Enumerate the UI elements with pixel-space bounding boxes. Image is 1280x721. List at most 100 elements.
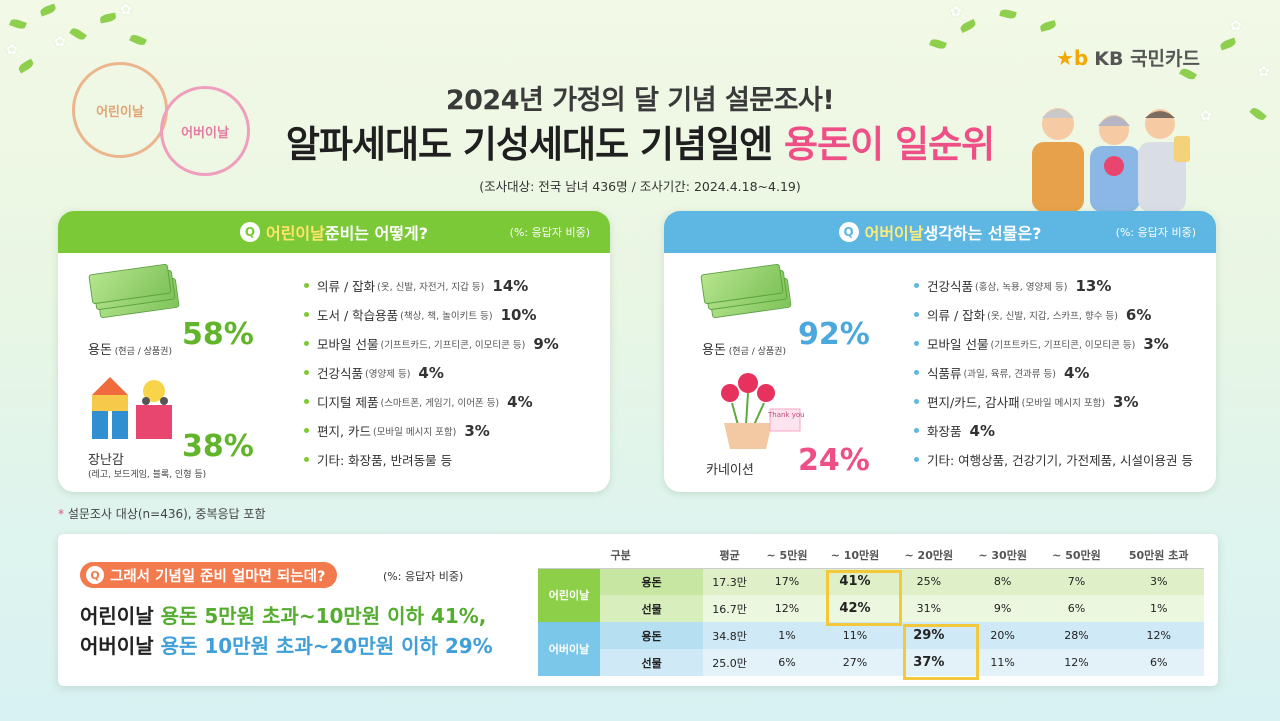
group-label-children: 어린이날 [538, 568, 600, 622]
money-stack-icon [700, 263, 794, 319]
item-label: 건강식품 [317, 366, 364, 381]
item-pct: 4% [418, 363, 444, 382]
children-toy-pct: 38% [182, 429, 254, 464]
budget-table: 구분 평균 ~ 5만원 ~ 10만원 ~ 20만원 ~ 30만원 ~ 50만원 … [538, 542, 1204, 676]
survey-subtitle: (조사대상: 전국 남녀 436명 / 조사기간: 2024.4.18~4.19… [479, 179, 801, 194]
children-toy-label: 장난감 [88, 453, 124, 468]
table-cell-highlight: 42% [818, 595, 892, 622]
item-pct: 4% [507, 392, 533, 411]
table-cell: 12% [1039, 649, 1114, 676]
item-label: 도서 / 학습용품 [317, 308, 399, 323]
children-question-rest: 준비는 어떻게? [324, 224, 429, 243]
children-day-panel: Q 어린이날 준비는 어떻게? (%: 응답자 비중) 용돈 (현금 / 상품권… [58, 211, 610, 492]
list-item: 식품류 (과일, 육류, 견과류 등) 4% [914, 358, 1193, 387]
table-cell-highlight: 41% [818, 568, 892, 595]
children-day-stamp-text: 어린이날 [96, 104, 144, 120]
headline: 알파세대도 기성세대도 기념일엔 용돈이 일순위 [0, 114, 1280, 168]
children-money-label-text: 용돈 [88, 343, 112, 358]
children-money-label: 용돈 (현금 / 상품권) [88, 339, 172, 358]
parents-item-list: 건강식품 (홍삼, 녹용, 영양제 등) 13% 의류 / 잡화 (옷, 신발, 지갑… [914, 271, 1193, 474]
list-item: 의류 / 잡화 (옷, 신발, 자전거, 지갑 등) 14% [304, 271, 559, 300]
item-pct: 3% [1113, 392, 1139, 411]
item-label: 건강식품 [927, 279, 974, 294]
summary-parents-day: 어버이날 [80, 634, 161, 658]
children-money-pct: 58% [182, 317, 254, 352]
children-question-highlight: 어린이날 [265, 224, 325, 243]
budget-panel: Q 그래서 기념일 준비 얼마면 되는데? (%: 응답자 비중) 어린이날 용… [58, 534, 1218, 686]
parents-question-rest: 생각하는 선물은? [923, 224, 1042, 243]
item-pct: 3% [1143, 334, 1169, 353]
item-sub: (홍삼, 녹용, 영양제 등) [975, 281, 1068, 293]
item-sub: (모바일 메시지 포함) [372, 426, 457, 438]
toy-blocks-icon [92, 377, 172, 439]
table-cell: 11% [818, 622, 892, 649]
summary-children: 어린이날 용돈 5만원 초과~10만원 이하 41%, [80, 600, 486, 629]
summary-children-detail: 용돈 5만원 초과~10만원 이하 41%, [160, 604, 487, 628]
item-label: 모바일 선물 [927, 337, 989, 352]
table-cell: 1% [1113, 595, 1204, 622]
list-item: 화장품 4% [914, 416, 1193, 445]
item-sub: (모바일 메시지 포함) [1021, 397, 1106, 409]
footnote-star: * [58, 507, 64, 521]
parents-money-label: 용돈 (현금 / 상품권) [702, 339, 786, 358]
table-cell: 12% [1113, 622, 1204, 649]
parents-unit-note: (%: 응답자 비중) [1115, 226, 1196, 239]
item-pct: 4% [969, 421, 995, 440]
table-row: 선물 16.7만 12% 42% 31% 9% 6% 1% [538, 595, 1204, 622]
summary-parents: 어버이날 용돈 10만원 초과~20만원 이하 29% [80, 630, 493, 659]
item-sub: (스마트폰, 게임기, 이어폰 등) [380, 397, 500, 409]
list-item: 편지/카드, 감사패 (모바일 메시지 포함) 3% [914, 387, 1193, 416]
list-item: 기타: 화장품, 반려동물 등 [304, 445, 559, 474]
question-icon: Q [86, 566, 104, 584]
item-label: 모바일 선물 [317, 337, 379, 352]
item-sub: (책상, 책, 놀이키트 등) [400, 310, 493, 322]
list-item: 모바일 선물 (기프트카드, 기프티콘, 이모티콘 등) 3% [914, 329, 1193, 358]
item-label: 기타: 화장품, 반려동물 등 [317, 453, 453, 468]
parents-flower-pct: 24% [798, 443, 870, 478]
budget-unit-note: (%: 응답자 비중) [383, 570, 464, 583]
table-cell: 11% [965, 649, 1040, 676]
item-pct: 13% [1075, 276, 1112, 295]
table-cell: 17% [755, 568, 819, 595]
parents-money-sub: (현금 / 상품권) [725, 347, 786, 357]
table-header: 구분 [538, 542, 704, 569]
table-cell: 28% [1039, 622, 1114, 649]
budget-question-text: 그래서 기념일 준비 얼마면 되는데? [110, 568, 326, 585]
table-header-row: 구분 평균 ~ 5만원 ~ 10만원 ~ 20만원 ~ 30만원 ~ 50만원 … [538, 542, 1204, 569]
parents-money-pct: 92% [798, 317, 870, 352]
question-icon: Q [838, 222, 859, 242]
list-item: 의류 / 잡화 (옷, 신발, 지갑, 스카프, 향수 등) 6% [914, 300, 1193, 329]
seniors-illustration [1032, 108, 1190, 212]
brand-name: KB 국민카드 [1094, 48, 1200, 70]
survey-title: 2024년 가정의 달 기념 설문조사! [445, 85, 835, 116]
item-label: 기타: 여행상품, 건강기기, 가전제품, 시설이용권 등 [927, 453, 1193, 468]
table-cell-highlight: 29% [891, 622, 966, 649]
item-label: 편지/카드, 감사패 [927, 395, 1020, 410]
item-pct: 4% [1063, 363, 1090, 382]
table-header: 평균 [703, 542, 756, 569]
table-header: ~ 30만원 [965, 542, 1040, 569]
table-row: 어린이날 용돈 17.3만 17% 41% 25% 8% 7% 3% [538, 568, 1204, 622]
table-row: 어버이날 용돈 34.8만 1% 11% 29% 20% 28% 12% [538, 622, 1204, 676]
parents-day-stamp: 어버이날 [160, 86, 250, 176]
list-item: 편지, 카드 (모바일 메시지 포함) 3% [304, 416, 559, 445]
item-label: 디지털 제품 [317, 395, 379, 410]
item-pct: 3% [464, 421, 490, 440]
list-item: 디지털 제품 (스마트폰, 게임기, 이어폰 등) 4% [304, 387, 559, 416]
children-item-list: 의류 / 잡화 (옷, 신발, 자전거, 지갑 등) 14% 도서 / 학습용품 (책… [304, 271, 559, 474]
parents-day-stamp-text: 어버이날 [181, 125, 229, 141]
table-cell: 25% [891, 568, 966, 595]
table-cell: 17.3만 [703, 568, 756, 595]
kb-logo-icon: ★b [1056, 45, 1089, 70]
table-cell: 9% [965, 595, 1040, 622]
parents-question-highlight: 어버이날 [864, 224, 924, 243]
money-stack-icon [88, 263, 182, 319]
brand: ★b KB 국민카드 [1056, 44, 1200, 71]
item-pct: 10% [500, 305, 537, 324]
table-row: 선물 25.0만 6% 27% 37% 11% 12% 6% [538, 649, 1204, 676]
item-label: 식품류 [927, 366, 962, 381]
table-cell: 16.7만 [703, 595, 756, 622]
list-item: 모바일 선물 (기프트카드, 기프티콘, 이모티콘 등) 9% [304, 329, 559, 358]
table-cell: 6% [1113, 649, 1204, 676]
footnote-text: 설문조사 대상(n=436), 중복응답 포함 [64, 507, 266, 521]
